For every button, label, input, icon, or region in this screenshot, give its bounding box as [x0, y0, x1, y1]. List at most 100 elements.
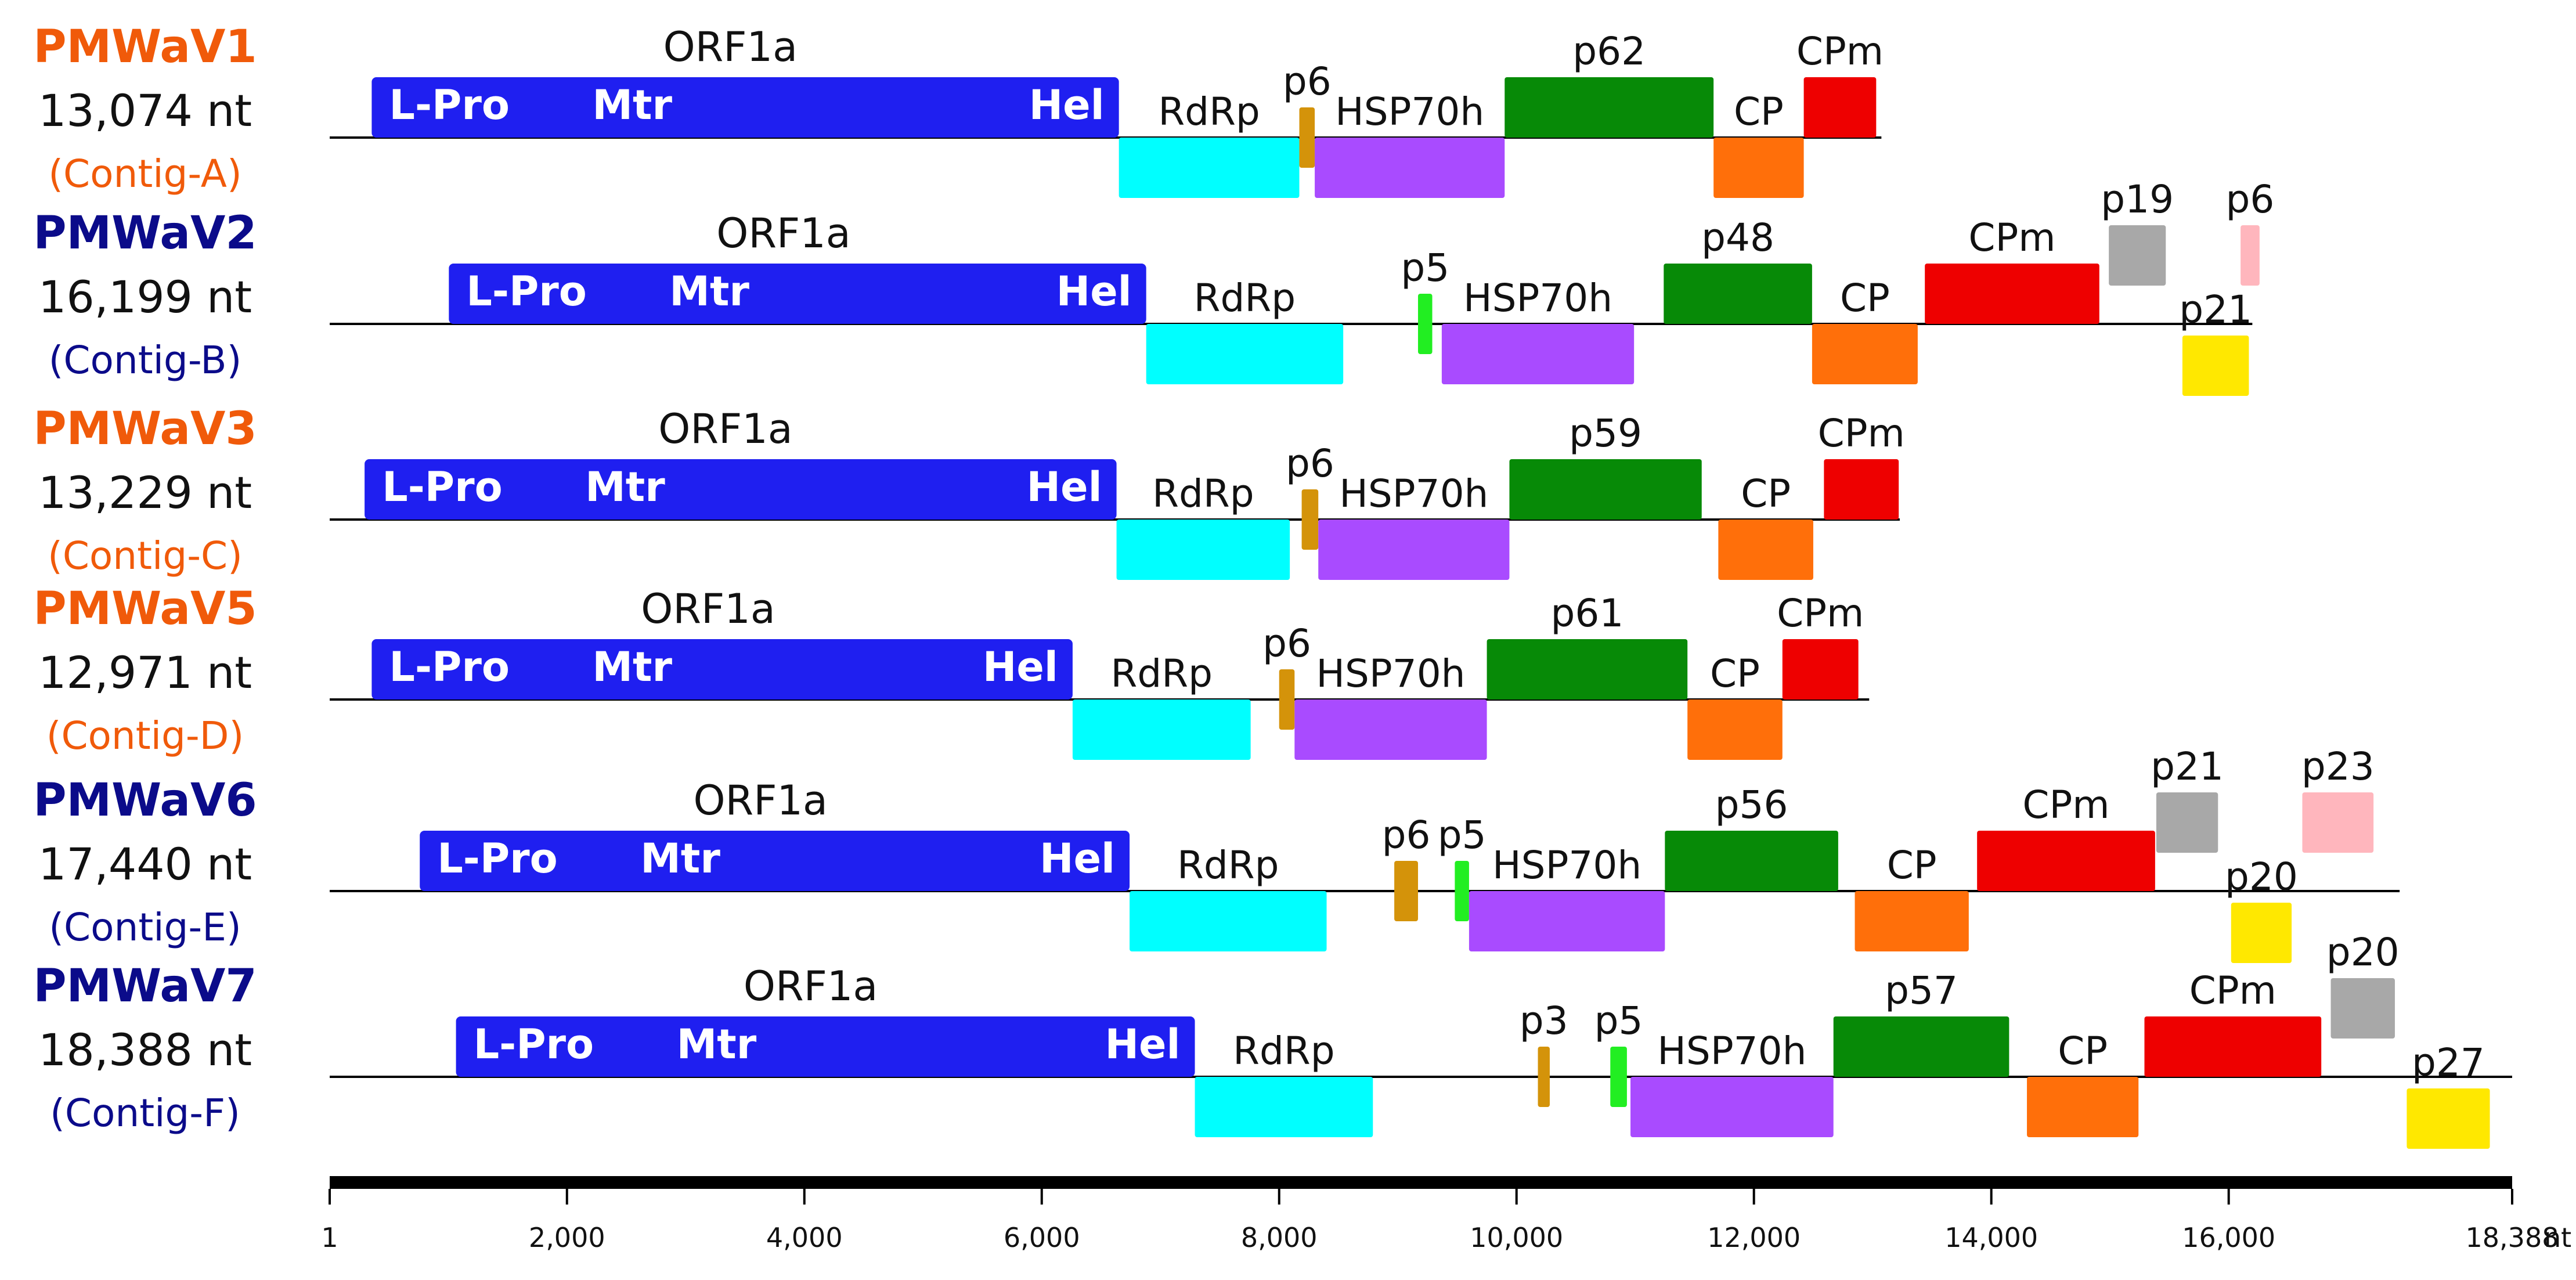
orf-box-p3: [1538, 1047, 1550, 1107]
orf-label: CP: [1734, 89, 1784, 134]
orf-box-p62: [1505, 77, 1714, 138]
orf-label: p3: [1520, 998, 1568, 1043]
orf-p21: p21: [2179, 287, 2252, 396]
domain-label-mtr: Mtr: [592, 81, 672, 129]
orf-cpm: CPm: [1796, 29, 1884, 138]
orf-box-cp: [1713, 138, 1804, 198]
orf-box-p48: [1664, 264, 1812, 324]
domain-label-mtr: Mtr: [677, 1021, 757, 1068]
orf-p61: p61: [1487, 591, 1688, 700]
orf-rdrp: RdRp: [1130, 843, 1327, 951]
virus-row-pmwav6: PMWaV6 17,440 nt (Contig-E) ORF1a L-Pro Mtr He…: [33, 744, 2400, 963]
orf-label: ORF1a: [663, 23, 798, 71]
orf-label: CP: [1840, 276, 1890, 320]
contig-label: (Contig-C): [48, 533, 243, 578]
orf-box-cp: [1855, 891, 1969, 951]
orf-p59: p59: [1509, 411, 1702, 520]
orf-orf1a: ORF1a L-Pro Mtr Hel: [371, 23, 1119, 138]
orf-label: p20: [2225, 854, 2298, 899]
genome-axis: 1 2,000 4,000 6,000 8,000 10,000 12,000 14,000 1…: [321, 1176, 2571, 1253]
orf-box-p6: [1301, 489, 1319, 550]
domain-label-mtr: Mtr: [669, 268, 749, 315]
orf-label: CPm: [2189, 968, 2276, 1013]
orf-hsp70h: HSP70h: [1441, 276, 1635, 384]
orf-p5: p5: [1401, 246, 1449, 354]
domain-label-l-pro: L-Pro: [389, 643, 510, 691]
orf-label: ORF1a: [744, 962, 878, 1010]
orf-cp: CP: [1687, 651, 1783, 760]
orf-box-p5: [1610, 1047, 1627, 1107]
orf-hsp70h: HSP70h: [1469, 843, 1665, 951]
orf-label: p59: [1569, 411, 1642, 456]
orf-box-rdrp: [1072, 700, 1251, 760]
virus-name: PMWaV3: [33, 403, 257, 455]
orf-cp: CP: [1713, 89, 1804, 198]
orf-label: ORF1a: [716, 210, 850, 257]
orf-rdrp: RdRp: [1119, 89, 1300, 198]
orf-label: RdRp: [1152, 471, 1254, 516]
genome-length: 17,440 nt: [38, 838, 252, 890]
orf-label: p21: [2151, 744, 2224, 789]
domain-label-l-pro: L-Pro: [437, 835, 558, 882]
orf-p6: p6: [2226, 177, 2274, 286]
orf-p6: p6: [1286, 441, 1334, 550]
orf-box-cp: [1687, 700, 1783, 760]
orf-hsp70h: HSP70h: [1318, 471, 1510, 580]
orf-label: RdRp: [1177, 843, 1279, 888]
orf-p5: p5: [1438, 813, 1487, 921]
orf-box-p6: [1394, 861, 1418, 921]
orf-label: p61: [1550, 591, 1623, 636]
orf-p23: p23: [2301, 744, 2375, 853]
axis-tick-label: 4,000: [766, 1222, 843, 1253]
contig-label: (Contig-D): [46, 713, 244, 758]
orf-label: CPm: [1796, 29, 1884, 74]
domain-label-l-pro: L-Pro: [474, 1021, 594, 1068]
domain-label-hel: Hel: [1029, 81, 1105, 129]
orf-label: HSP70h: [1492, 843, 1641, 888]
virus-row-pmwav7: PMWaV7 18,388 nt (Contig-F) ORF1a L-Pro Mtr He…: [33, 930, 2512, 1149]
orf-p6: p6: [1262, 621, 1311, 730]
orf-label: p6: [1286, 441, 1334, 486]
orf-box-p27: [2407, 1088, 2490, 1149]
axis-tick-label: 1: [321, 1222, 338, 1253]
orf-p48: p48: [1664, 215, 1812, 324]
domain-label-l-pro: L-Pro: [466, 268, 587, 315]
orf-box-p21: [2182, 336, 2249, 396]
virus-row-pmwav1: PMWaV1 13,074 nt (Contig-A) ORF1a L-Pro Mtr He…: [33, 21, 1884, 198]
orf-box-p5: [1455, 861, 1469, 921]
virus-name: PMWaV7: [33, 960, 257, 1012]
orf-label: CPm: [1818, 411, 1905, 456]
orf-box-cpm: [1803, 77, 1877, 138]
orf-rdrp: RdRp: [1146, 276, 1344, 384]
orf-box-cpm: [1977, 831, 2155, 891]
virus-row-pmwav2: PMWaV2 16,199 nt (Contig-B) ORF1a L-Pro Mtr He…: [33, 177, 2274, 396]
genome-length: 13,229 nt: [38, 467, 252, 518]
orf-label: RdRp: [1111, 651, 1213, 696]
orf-box-rdrp: [1195, 1077, 1373, 1137]
axis-tick-label: 18,388: [2466, 1222, 2559, 1253]
axis-tick-label: 8,000: [1241, 1222, 1318, 1253]
orf-label: p23: [2301, 744, 2375, 789]
domain-label-hel: Hel: [983, 643, 1058, 691]
orf-box-p23: [2302, 792, 2374, 853]
orf-box-orf1a: [371, 639, 1073, 700]
orf-box-p56: [1665, 831, 1838, 891]
axis-unit-label: nt: [2544, 1222, 2571, 1253]
orf-p5: p5: [1594, 998, 1643, 1107]
orf-p56: p56: [1665, 783, 1838, 891]
orf-label: p20: [2326, 930, 2400, 975]
contig-label: (Contig-F): [50, 1091, 240, 1135]
orf-label: HSP70h: [1339, 471, 1488, 516]
orf-box-orf1a: [365, 459, 1117, 520]
axis-tick-label: 2,000: [529, 1222, 605, 1253]
orf-orf1a: ORF1a L-Pro Mtr Hel: [371, 585, 1073, 700]
orf-label: ORF1a: [641, 585, 775, 633]
orf-box-cpm: [1824, 459, 1899, 520]
orf-p21: p21: [2151, 744, 2224, 853]
domain-label-hel: Hel: [1056, 268, 1132, 315]
orf-label: HSP70h: [1335, 89, 1484, 134]
orf-box-p5: [1417, 294, 1433, 354]
orf-label: HSP70h: [1463, 276, 1612, 320]
